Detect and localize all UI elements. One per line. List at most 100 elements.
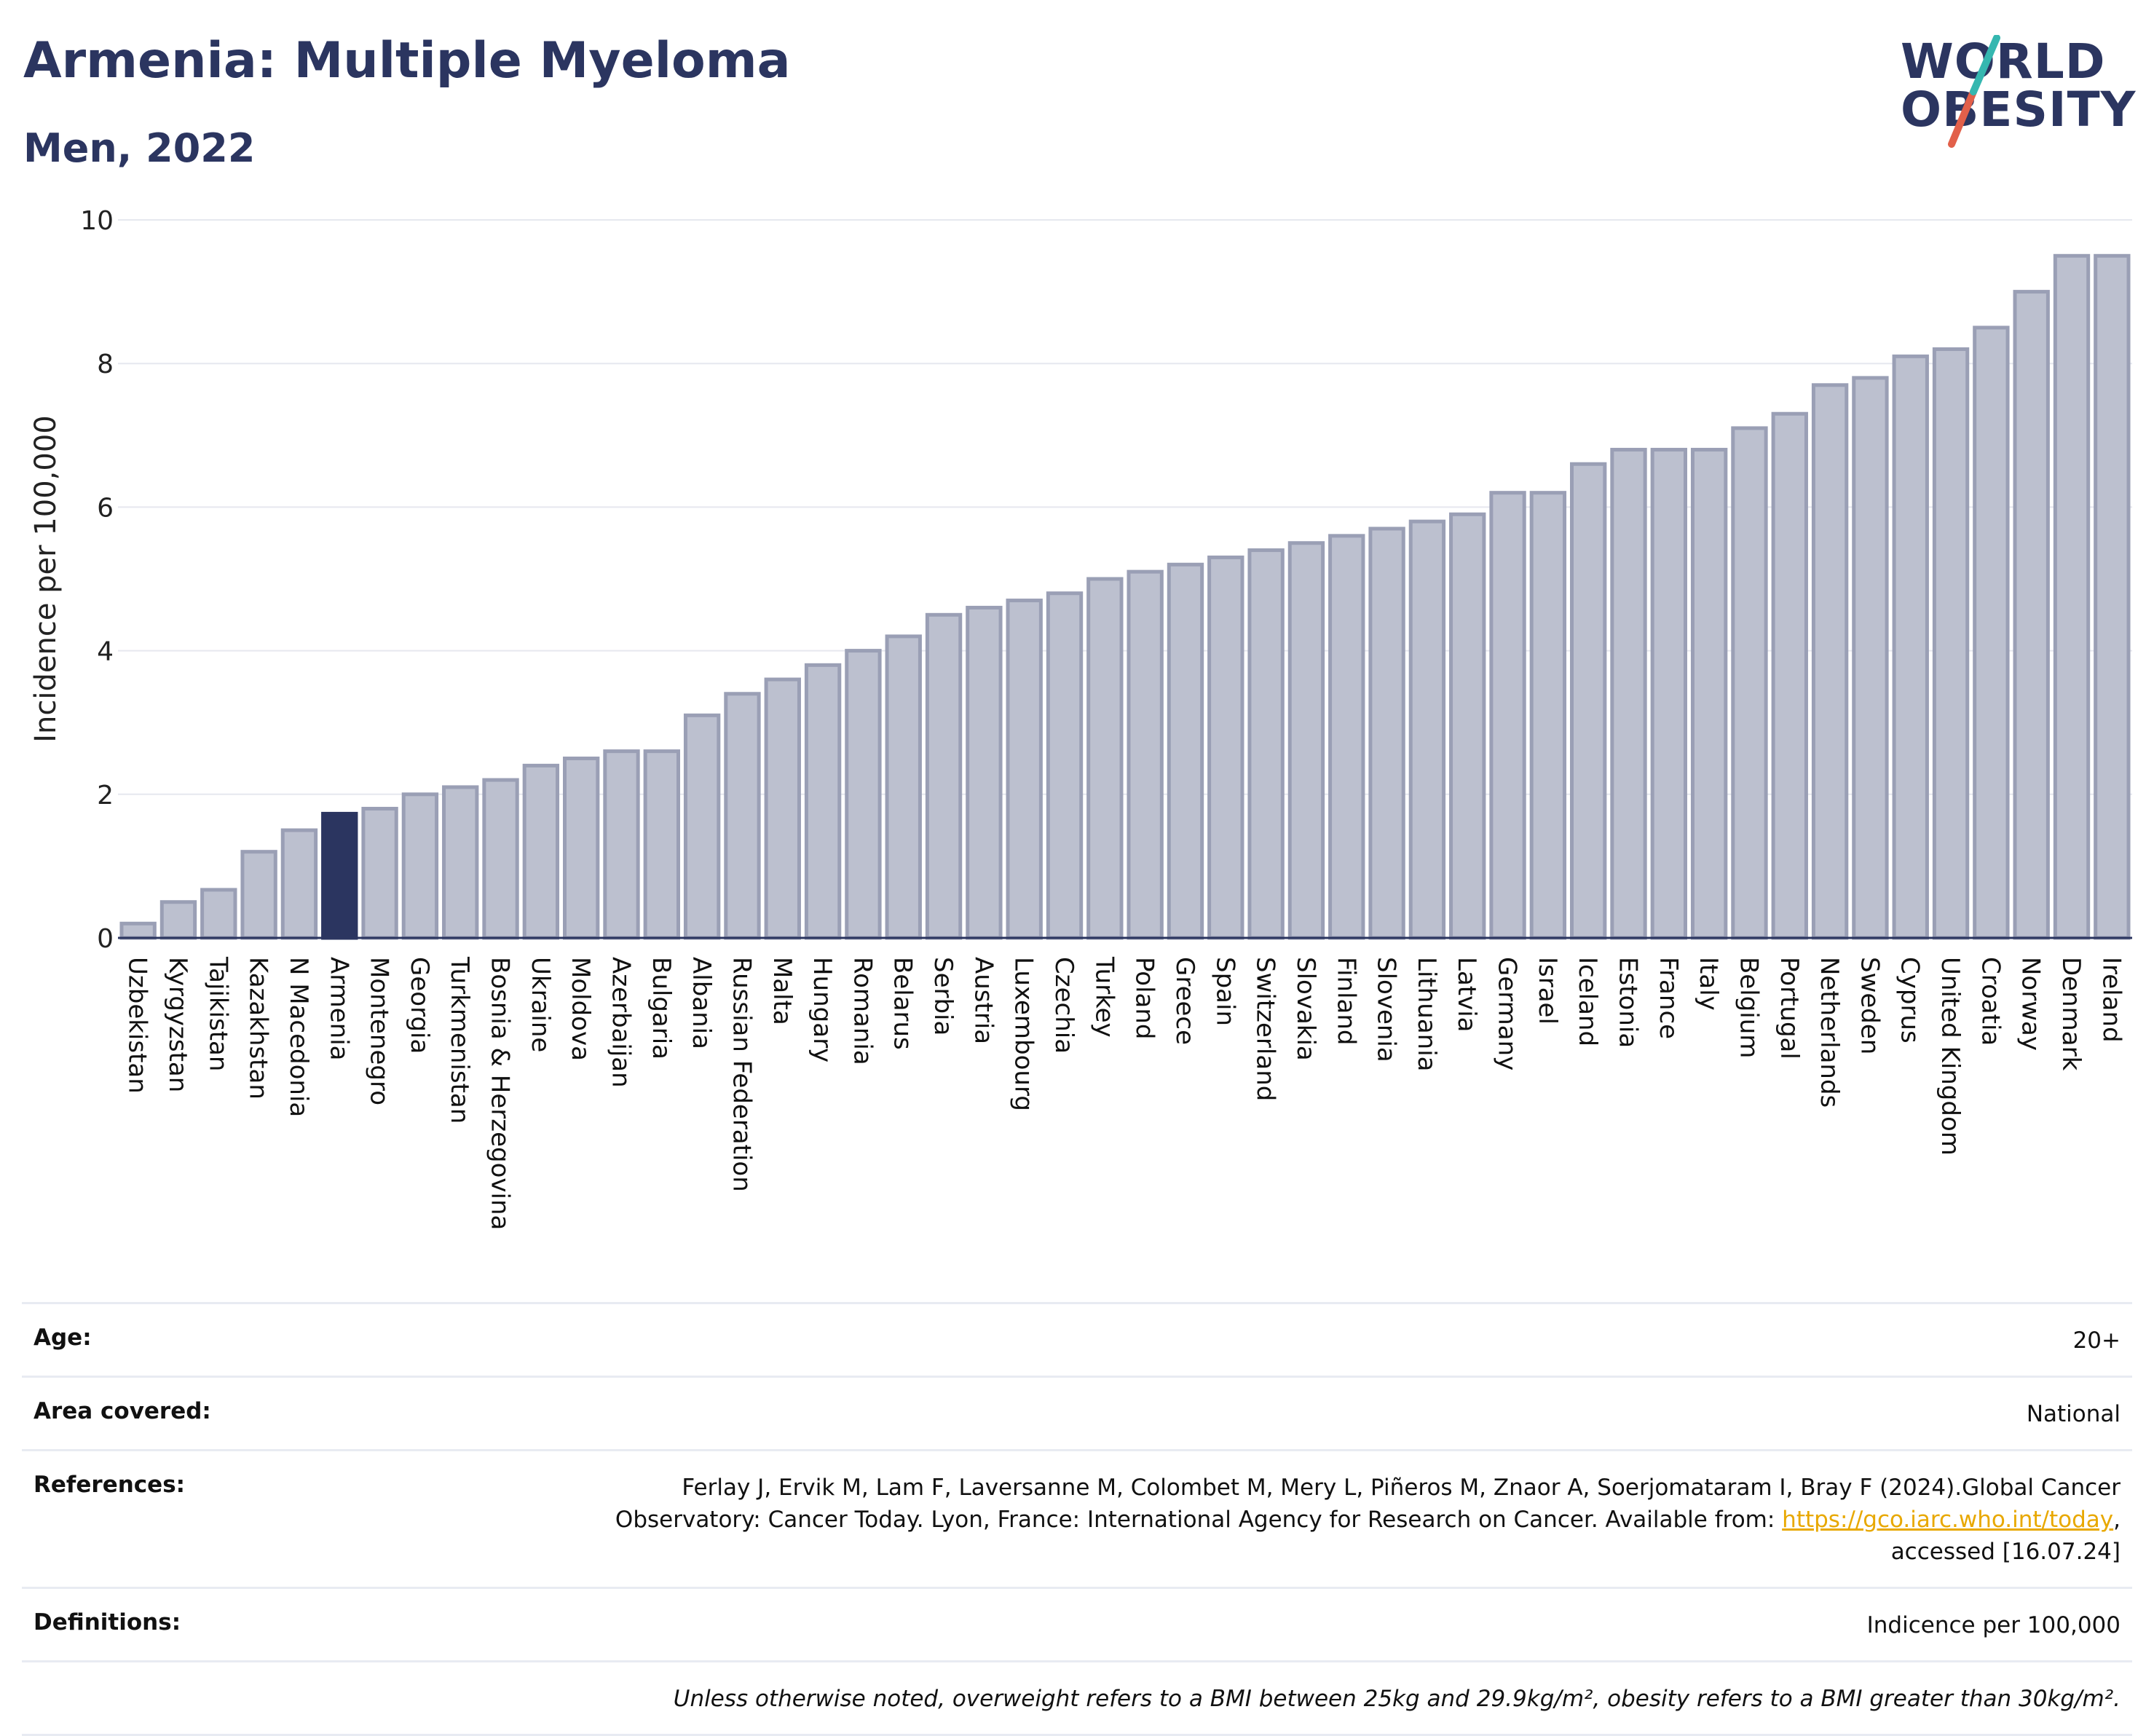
note-spacer [33, 1683, 325, 1715]
bar [1771, 411, 1808, 940]
references-row: References: Ferlay J, Ervik M, Lam F, La… [22, 1449, 2132, 1587]
x-tick-label: Cyprus [1895, 957, 1925, 1043]
bar [159, 900, 197, 940]
references-link[interactable]: https://gco.iarc.who.int/today [1782, 1507, 2114, 1533]
references-text-2: Observatory: Cancer Today. Lyon, France:… [615, 1507, 1783, 1533]
references-text-3: , [2113, 1507, 2121, 1533]
x-tick-label: Switzerland [1251, 957, 1280, 1101]
world-obesity-logo: WORLD OBESITY [1901, 35, 2141, 151]
age-value: 20+ [2072, 1327, 2121, 1354]
bar [1973, 326, 2010, 940]
x-tick-label: Moldova [566, 957, 595, 1061]
x-tick-label: Bosnia & Herzegovina [486, 957, 515, 1230]
references-label: References: [33, 1472, 186, 1498]
bar [1046, 591, 1084, 940]
x-tick-label: Belarus [888, 957, 918, 1050]
bar [724, 692, 761, 940]
y-tick-label: 2 [97, 781, 114, 810]
x-tick-label: Germany [1493, 957, 1522, 1070]
x-tick-label: Lithuania [1412, 957, 1441, 1071]
bar [804, 663, 842, 940]
x-tick-label: Portugal [1775, 957, 1804, 1060]
age-row: Age: 20+ [22, 1302, 2132, 1376]
bar [482, 778, 519, 940]
x-tick-label: Ukraine [526, 957, 555, 1052]
x-tick-label: Sweden [1855, 957, 1884, 1054]
bar [1610, 448, 1647, 940]
y-axis-label: Incidence per 100,000 [29, 415, 63, 743]
x-tick-label: France [1654, 957, 1683, 1039]
x-tick-label: Croatia [1976, 957, 2005, 1046]
chart-subtitle: Men, 2022 [23, 125, 256, 171]
x-tick-label: Azerbaijan [607, 957, 636, 1088]
logo-slash-icon [1948, 35, 2000, 148]
x-tick-label: N Macedonia [284, 957, 313, 1117]
bar [442, 785, 479, 940]
bar [603, 749, 640, 940]
bar [1932, 347, 1970, 940]
bar [1650, 448, 1688, 940]
x-tick-label: Denmark [2056, 957, 2086, 1071]
area-label: Area covered: [33, 1398, 211, 1424]
bar [1086, 577, 1124, 940]
bmi-note: Unless otherwise noted, overweight refer… [673, 1686, 2121, 1712]
x-tick-label: Russian Federation [727, 957, 756, 1192]
x-tick-label: Hungary [808, 957, 837, 1062]
bar [321, 811, 358, 940]
x-tick-label: Slovenia [1372, 957, 1401, 1062]
x-tick-label: Latvia [1452, 957, 1481, 1033]
bar [2094, 253, 2131, 940]
area-value: National [2026, 1401, 2121, 1427]
x-tick-label: Turkey [1089, 956, 1119, 1038]
bar [2053, 253, 2091, 940]
bar [1287, 541, 1325, 940]
bar [764, 677, 801, 940]
definitions-label: Definitions: [33, 1609, 181, 1636]
bar [845, 649, 882, 940]
y-tick-label: 0 [97, 924, 114, 954]
y-tick-label: 8 [97, 350, 114, 379]
area-row: Area covered: National [22, 1376, 2132, 1449]
y-tick-label: 6 [97, 493, 114, 523]
bar [1731, 426, 1768, 940]
bar [280, 828, 318, 940]
x-tick-label: Luxembourg [1009, 957, 1038, 1111]
logo-line-1: WORLD [1901, 33, 2106, 90]
bar [1328, 534, 1365, 940]
x-tick-label: Israel [1533, 957, 1562, 1025]
x-tick-label: Bulgaria [647, 957, 676, 1060]
x-tick-label: Netherlands [1815, 957, 1844, 1108]
bar [1852, 376, 1889, 940]
x-tick-label: Greece [1170, 957, 1199, 1045]
x-tick-label: Kazakhstan [244, 957, 273, 1100]
bar [1167, 562, 1204, 940]
bar [1207, 555, 1244, 940]
definitions-row: Definitions: Indicence per 100,000 [22, 1587, 2132, 1660]
bar [562, 757, 600, 940]
bar-chart: 0 2 4 6 8 10 Incidence per 100,000 Uzbekistan Ky… [29, 206, 2132, 1230]
bar [1449, 512, 1486, 940]
bar [1127, 569, 1164, 940]
x-tick-label: Montenegro [365, 957, 394, 1105]
bar [1247, 548, 1285, 940]
bar [925, 612, 963, 940]
x-tick-label: United Kingdom [1936, 957, 1965, 1156]
info-table: Age: 20+ Area covered: National Referenc… [22, 1302, 2132, 1736]
y-tick-label: 4 [97, 637, 114, 667]
logo-line-2: OBESITY [1901, 82, 2137, 138]
bar [200, 888, 237, 940]
bar [240, 850, 277, 940]
bar [885, 634, 922, 940]
bar [683, 713, 721, 940]
bar [1569, 462, 1607, 940]
x-tick-label: Norway [2016, 957, 2045, 1051]
age-label: Age: [33, 1325, 92, 1351]
bar [522, 763, 560, 940]
x-tick-label: Georgia [405, 957, 434, 1054]
x-tick-label: Ireland [2096, 957, 2126, 1043]
bar [1408, 519, 1446, 940]
x-tick-label: Iceland [1573, 957, 1602, 1046]
references-value: Ferlay J, Ervik M, Lam F, Laversanne M, … [325, 1472, 2121, 1568]
chart-title: Armenia: Multiple Myeloma [23, 32, 791, 90]
bar [401, 792, 439, 940]
